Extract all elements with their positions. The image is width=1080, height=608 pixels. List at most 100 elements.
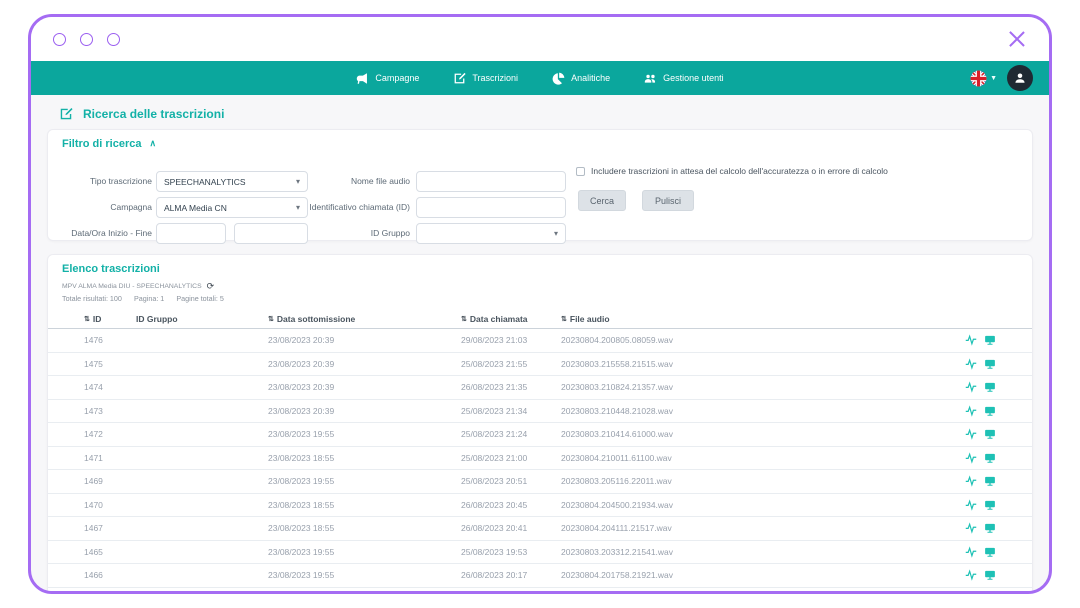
- cell-sottomissione: 23/08/2023 19:55: [268, 570, 335, 581]
- window-control-icon[interactable]: [80, 32, 93, 46]
- waveform-icon[interactable]: [965, 381, 977, 393]
- cell-chiamata: 26/08/2023 20:41: [461, 523, 528, 534]
- cell-file: 20230803.203312.21541.wav: [561, 546, 674, 557]
- cell-id: 1470: [84, 499, 103, 510]
- refresh-icon[interactable]: ⟳: [206, 281, 215, 291]
- nav-item-label: Gestione utenti: [663, 73, 724, 83]
- cell-sottomissione: 23/08/2023 19:55: [268, 546, 335, 557]
- cell-id: 1465: [84, 546, 103, 557]
- monitor-icon[interactable]: [984, 334, 996, 346]
- table-row: 1475 23/08/2023 20:39 25/08/2023 21:55 2…: [48, 352, 1032, 376]
- cell-chiamata: 25/08/2023 21:24: [461, 429, 528, 440]
- dataora-inizio-input[interactable]: [156, 223, 226, 244]
- waveform-icon[interactable]: [965, 334, 977, 346]
- clear-button[interactable]: Pulisci: [642, 190, 694, 211]
- monitor-icon[interactable]: [984, 593, 996, 594]
- monitor-icon[interactable]: [984, 358, 996, 370]
- monitor-icon[interactable]: [984, 405, 996, 417]
- nav-item-campagne[interactable]: Campagne: [356, 72, 419, 85]
- window-control-icon[interactable]: [53, 32, 66, 46]
- user-avatar[interactable]: [1007, 65, 1033, 91]
- page-title: Ricerca delle trascrizioni: [83, 107, 225, 121]
- campagna-select[interactable]: ALMA Media CN ▾: [156, 197, 308, 218]
- campagna-value: ALMA Media CN: [164, 202, 227, 213]
- cell-file: 20230804.204111.21517.wav: [561, 523, 672, 534]
- monitor-icon[interactable]: [984, 428, 996, 440]
- nav-item-gestione-utenti[interactable]: Gestione utenti: [644, 72, 724, 85]
- waveform-icon[interactable]: [965, 569, 977, 581]
- cell-file: 20230803.210414.61000.wav: [561, 429, 674, 440]
- search-button[interactable]: Cerca: [578, 190, 626, 211]
- sort-icon: ⇅: [268, 315, 274, 323]
- id-gruppo-select[interactable]: ▾: [416, 223, 566, 244]
- cell-id: 1474: [84, 382, 103, 393]
- filter-collapse-toggle[interactable]: Filtro di ricerca ∧: [62, 137, 157, 151]
- search-filter-panel: Filtro di ricerca ∧ Tipo trascrizione SP…: [47, 129, 1033, 244]
- cell-sottomissione: 23/08/2023 20:39: [268, 405, 335, 416]
- monitor-icon[interactable]: [984, 522, 996, 534]
- cell-file: 20230804.201758.21921.wav: [561, 570, 674, 581]
- cell-chiamata: 26/08/2023 21:35: [461, 382, 528, 393]
- cell-file: 20230803.215558.21515.wav: [561, 358, 674, 369]
- cell-chiamata: 25/08/2023 21:34: [461, 405, 528, 416]
- cell-id: 1472: [84, 429, 103, 440]
- waveform-icon[interactable]: [965, 452, 977, 464]
- cell-file: 20230804.200805.08059.wav: [561, 335, 674, 346]
- waveform-icon[interactable]: [965, 546, 977, 558]
- nav-item-analitiche[interactable]: Analitiche: [552, 72, 610, 85]
- table-row: 1472 23/08/2023 19:55 25/08/2023 21:24 2…: [48, 423, 1032, 447]
- waveform-icon[interactable]: [965, 593, 977, 594]
- cell-file: 20230803.205116.22011.wav: [561, 476, 672, 487]
- cell-chiamata: 25/08/2023 21:00: [461, 452, 528, 463]
- transcription-list-panel: Elenco trascrizioni MPV ALMA Media DIU -…: [47, 254, 1033, 594]
- chevron-up-icon: ∧: [149, 137, 157, 148]
- waveform-icon[interactable]: [965, 405, 977, 417]
- window-control-icon[interactable]: [107, 32, 120, 46]
- column-header-id[interactable]: ⇅ ID: [84, 313, 102, 324]
- table-row: 1466 23/08/2023 19:55 26/08/2023 20:17 2…: [48, 564, 1032, 588]
- identificativo-input[interactable]: [416, 197, 566, 218]
- megaphone-icon: [357, 72, 368, 84]
- include-pending-checkbox[interactable]: [576, 167, 585, 176]
- nome-file-label: Nome file audio: [350, 176, 410, 186]
- monitor-icon[interactable]: [984, 452, 996, 464]
- table-row: 1465 23/08/2023 19:55 25/08/2023 19:53 2…: [48, 540, 1032, 564]
- campagna-label: Campagna: [110, 202, 152, 212]
- sort-icon: ⇅: [561, 315, 567, 323]
- column-header-file[interactable]: ⇅ File audio: [561, 313, 610, 324]
- language-selector[interactable]: ▼: [970, 70, 997, 87]
- cell-file: 20230803.210824.21357.wav: [561, 382, 674, 393]
- nav-item-trascrizioni[interactable]: Trascrizioni: [453, 72, 518, 85]
- tipo-trascrizione-select[interactable]: SPEECHANALYTICS ▾: [156, 171, 308, 192]
- window-titlebar: [31, 17, 1049, 61]
- column-header-sottomissione[interactable]: ⇅ Data sottomissione: [268, 313, 356, 324]
- close-icon[interactable]: [1007, 29, 1027, 49]
- monitor-icon[interactable]: [984, 475, 996, 487]
- waveform-icon[interactable]: [965, 428, 977, 440]
- monitor-icon[interactable]: [984, 381, 996, 393]
- page-header: Ricerca delle trascrizioni: [47, 103, 1033, 129]
- cell-chiamata: 25/08/2023 20:51: [461, 476, 528, 487]
- monitor-icon[interactable]: [984, 499, 996, 511]
- nome-file-input[interactable]: [416, 171, 566, 192]
- nav-item-label: Analitiche: [571, 73, 611, 83]
- dataora-fine-input[interactable]: [234, 223, 308, 244]
- waveform-icon[interactable]: [965, 358, 977, 370]
- table-row: 1464 23/08/2023 19:55 25/08/2023 19:32 2…: [48, 587, 1032, 594]
- waveform-icon[interactable]: [965, 499, 977, 511]
- chevron-down-icon: ▼: [990, 74, 997, 82]
- waveform-icon[interactable]: [965, 475, 977, 487]
- cell-chiamata: 25/08/2023 21:55: [461, 358, 528, 369]
- cell-chiamata: 26/08/2023 20:45: [461, 499, 528, 510]
- column-header-chiamata[interactable]: ⇅ Data chiamata: [461, 313, 528, 324]
- waveform-icon[interactable]: [965, 522, 977, 534]
- cell-id: 1475: [84, 358, 103, 369]
- cell-id: 1466: [84, 570, 103, 581]
- cell-chiamata: 29/08/2023 21:03: [461, 335, 528, 346]
- edit-icon: [60, 107, 73, 120]
- monitor-icon[interactable]: [984, 546, 996, 558]
- app-window: Campagne Trascrizioni Analitiche Gestion…: [28, 14, 1052, 594]
- filter-title: Filtro di ricerca: [62, 138, 142, 150]
- list-title: Elenco trascrizioni: [62, 263, 160, 275]
- monitor-icon[interactable]: [984, 569, 996, 581]
